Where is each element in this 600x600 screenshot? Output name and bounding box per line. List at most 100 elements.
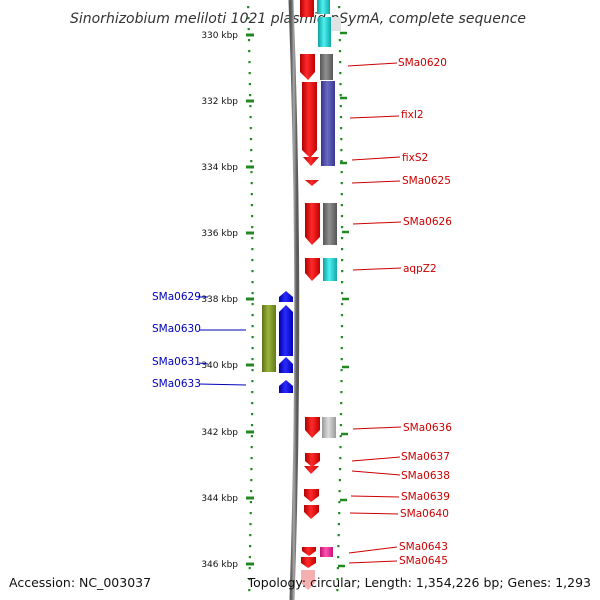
guide-dot <box>247 28 250 31</box>
cds-fixi2[interactable] <box>302 82 317 158</box>
guide-dot <box>339 457 342 460</box>
guide-dot <box>248 567 251 570</box>
guide-dot <box>251 281 254 284</box>
guide-dot <box>338 6 341 9</box>
label-fixi2[interactable]: fixI2 <box>401 109 424 121</box>
cds-bottom-clipped[interactable] <box>301 570 315 590</box>
guide-dot <box>339 424 342 427</box>
label-sma0633[interactable]: SMa0633 <box>152 378 201 390</box>
guide-dot <box>341 303 344 306</box>
guide-dot <box>251 314 254 317</box>
cds-sma0625[interactable] <box>305 180 319 186</box>
guide-dot <box>337 534 340 537</box>
leader-sma0625 <box>351 180 401 184</box>
guide-dot <box>339 105 342 108</box>
guide-dot <box>341 226 344 229</box>
tick-label-338: 338 kbp <box>201 295 238 305</box>
cds-sma0636[interactable] <box>305 417 320 438</box>
label-sma0640[interactable]: SMa0640 <box>400 508 449 520</box>
guide-dot <box>340 402 343 405</box>
guide-dot <box>338 490 341 493</box>
label-fixs2[interactable]: fixS2 <box>402 152 428 164</box>
label-aqpz2[interactable]: aqpZ2 <box>403 263 437 275</box>
forward-gene-labels: SMa0620 fixI2 fixS2 SMa0625 SMa0626 aqpZ… <box>347 57 452 567</box>
leader-sma0643 <box>348 546 398 554</box>
cds-sma0626[interactable] <box>305 203 320 245</box>
label-sma0630[interactable]: SMa0630 <box>152 323 201 335</box>
guide-dot <box>251 413 254 416</box>
cds-sma0620[interactable] <box>300 54 315 80</box>
guide-dot <box>339 94 342 97</box>
guide-dot <box>249 94 252 97</box>
label-sma0636[interactable]: SMa0636 <box>403 422 452 434</box>
guide-dot <box>248 61 251 64</box>
cds-sma0637[interactable] <box>305 453 320 467</box>
tick-label-334: 334 kbp <box>201 163 238 173</box>
cog-aqpz2-cyan <box>323 258 337 281</box>
guide-dot <box>249 512 252 515</box>
guide-dot <box>247 17 250 20</box>
label-sma0631[interactable]: SMa0631 <box>152 356 201 368</box>
label-sma0637[interactable]: SMa0637 <box>401 451 450 463</box>
cds-aqpz2[interactable] <box>305 258 320 281</box>
cds-sma0630[interactable] <box>279 305 293 356</box>
cds-sma0645[interactable] <box>301 557 316 568</box>
cds-sma0629[interactable] <box>279 291 293 302</box>
label-sma0629[interactable]: SMa0629 <box>152 291 201 303</box>
guide-dot <box>251 380 254 383</box>
guide-dot <box>340 314 344 317</box>
guide-dot <box>249 523 252 526</box>
cds-sma0631[interactable] <box>279 357 293 373</box>
leader-sma0636 <box>352 426 402 430</box>
guide-dot <box>249 105 252 108</box>
guide-dot <box>250 435 253 438</box>
cds-sma0640[interactable] <box>304 505 319 519</box>
cds-sma0643[interactable] <box>302 547 316 556</box>
tick-label-346: 346 kbp <box>201 560 238 570</box>
guide-dot <box>251 215 254 218</box>
right-tick-dashes <box>338 31 349 568</box>
guide-dot <box>337 545 340 548</box>
label-sma0643[interactable]: SMa0643 <box>399 541 448 553</box>
leader-sma0640 <box>349 512 399 515</box>
guide-dot <box>339 446 342 449</box>
guide-dot <box>250 160 253 163</box>
tick-label-344: 344 kbp <box>201 494 238 504</box>
tick-label-340: 340 kbp <box>201 361 238 371</box>
guide-dot <box>340 380 343 383</box>
cog-sma0643-magenta <box>320 547 333 557</box>
guide-dot <box>251 347 254 350</box>
label-sma0638[interactable]: SMa0638 <box>401 470 450 482</box>
guide-dot <box>338 39 341 42</box>
leader-sma0620 <box>347 62 398 67</box>
cds-top-clipped[interactable] <box>300 0 314 17</box>
genome-backbone <box>288 0 300 600</box>
cds-sma0633[interactable] <box>279 380 293 393</box>
guide-dot <box>340 204 343 207</box>
cog-category-features <box>317 0 341 557</box>
label-sma0625[interactable]: SMa0625 <box>402 175 451 187</box>
guide-dot <box>251 303 254 306</box>
cog-top-light <box>331 17 341 31</box>
label-sma0639[interactable]: SMa0639 <box>401 491 450 503</box>
label-sma0626[interactable]: SMa0626 <box>403 216 452 228</box>
guide-dot <box>250 193 253 196</box>
guide-dot <box>339 413 343 416</box>
cog-fixi2-purple <box>321 81 335 166</box>
cds-fixs2[interactable] <box>303 157 319 166</box>
guide-dot <box>340 182 343 185</box>
guide-dot <box>248 83 251 86</box>
axis-ticks: 330 kbp 332 kbp 334 kbp 336 kbp 338 kbp … <box>201 31 254 570</box>
reverse-gene-labels: SMa0629 SMa0630 SMa0631 SMa0633 <box>152 291 247 390</box>
guide-dot <box>251 226 254 229</box>
cds-sma0638[interactable] <box>304 466 319 474</box>
label-sma0620[interactable]: SMa0620 <box>398 57 447 69</box>
guide-dot <box>248 556 251 559</box>
guide-dot <box>250 457 253 460</box>
label-sma0645[interactable]: SMa0645 <box>399 555 448 567</box>
guide-dot <box>251 369 254 372</box>
guide-dot <box>251 259 254 262</box>
cds-sma0639[interactable] <box>304 489 319 502</box>
guide-dot <box>247 6 250 9</box>
guide-dot <box>341 237 344 240</box>
